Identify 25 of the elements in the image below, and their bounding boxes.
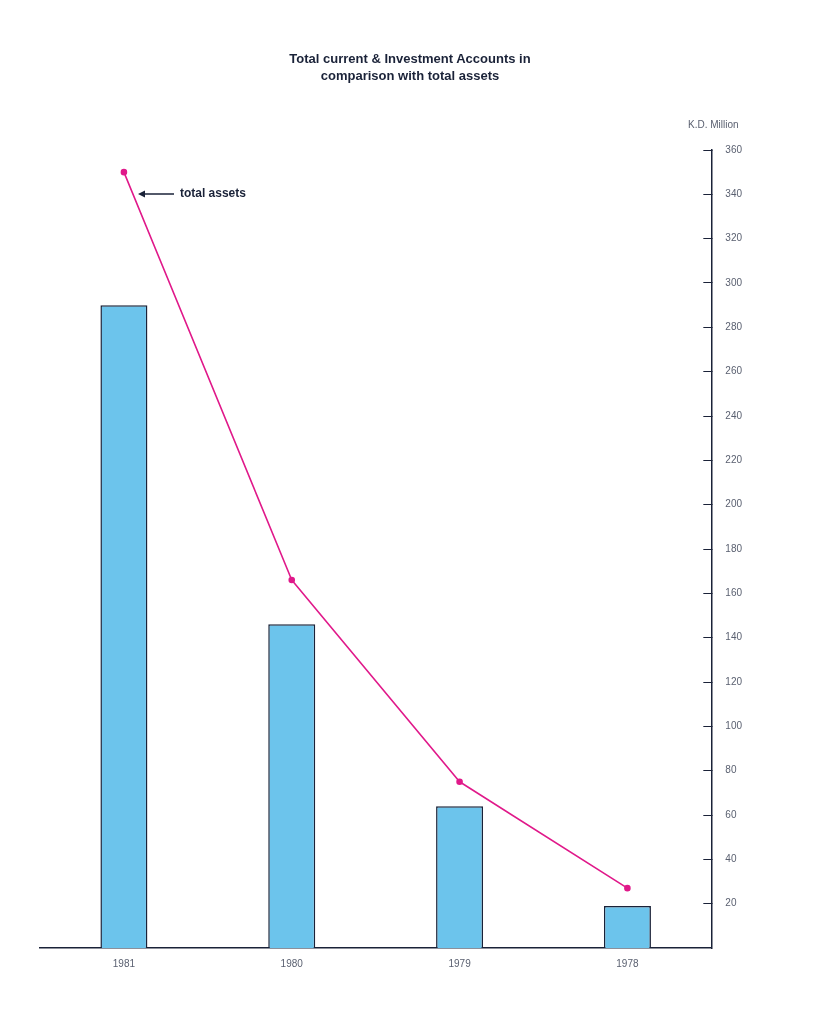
y-tick-label: 240 (725, 409, 743, 421)
y-tick-label: 360 (725, 143, 743, 155)
x-tick-label: 1981 (112, 957, 136, 969)
x-tick-label: 1978 (616, 957, 639, 969)
y-tick-label: 320 (725, 232, 743, 244)
x-tick-label: 1980 (280, 957, 304, 969)
y-tick-label: 100 (725, 720, 743, 732)
y-tick-label: 80 (725, 764, 737, 776)
y-tick-label: 20 (725, 897, 737, 909)
text: total assets (179, 186, 247, 201)
y-tick-label: 40 (725, 853, 737, 865)
y-tick-label: 340 (725, 188, 743, 200)
y-tick-label: 300 (725, 276, 743, 288)
y-tick-label: 160 (725, 587, 743, 599)
y-tick-label: 120 (725, 675, 743, 687)
y-tick-label: 220 (725, 454, 743, 466)
y-axis-title: K.D. Million (688, 119, 739, 130)
y-tick-label: 140 (725, 631, 743, 643)
x-tick-label: 1979 (448, 957, 472, 969)
y-tick-label: 200 (725, 498, 743, 510)
y-tick-label: 280 (725, 321, 743, 333)
chart-title: Total current & Investment Accounts in comparison with total assets (288, 50, 532, 84)
y-tick-label: 260 (725, 365, 743, 377)
y-tick-label: 60 (725, 808, 737, 820)
y-tick-label: 180 (725, 542, 743, 554)
